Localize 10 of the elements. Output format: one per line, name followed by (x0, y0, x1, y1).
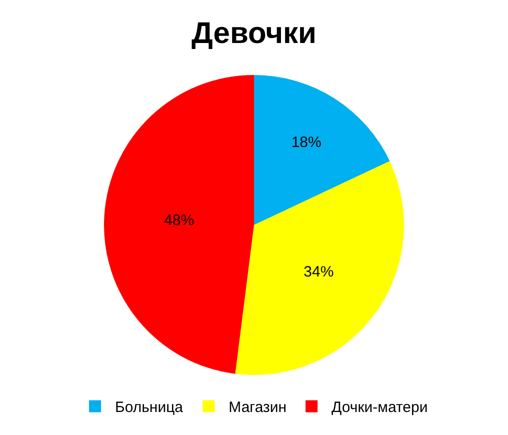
legend-label: Дочки-матери (332, 399, 428, 416)
legend-label: Больница (115, 399, 184, 416)
pie-slice (235, 161, 404, 375)
pie-slice (254, 75, 390, 225)
data-label: 34% (304, 263, 334, 280)
data-label: 48% (164, 212, 194, 229)
pie-slice (104, 75, 254, 374)
chart-title: Девочки (192, 16, 316, 50)
legend-label: Магазин (228, 399, 287, 416)
data-label: 18% (291, 134, 322, 152)
